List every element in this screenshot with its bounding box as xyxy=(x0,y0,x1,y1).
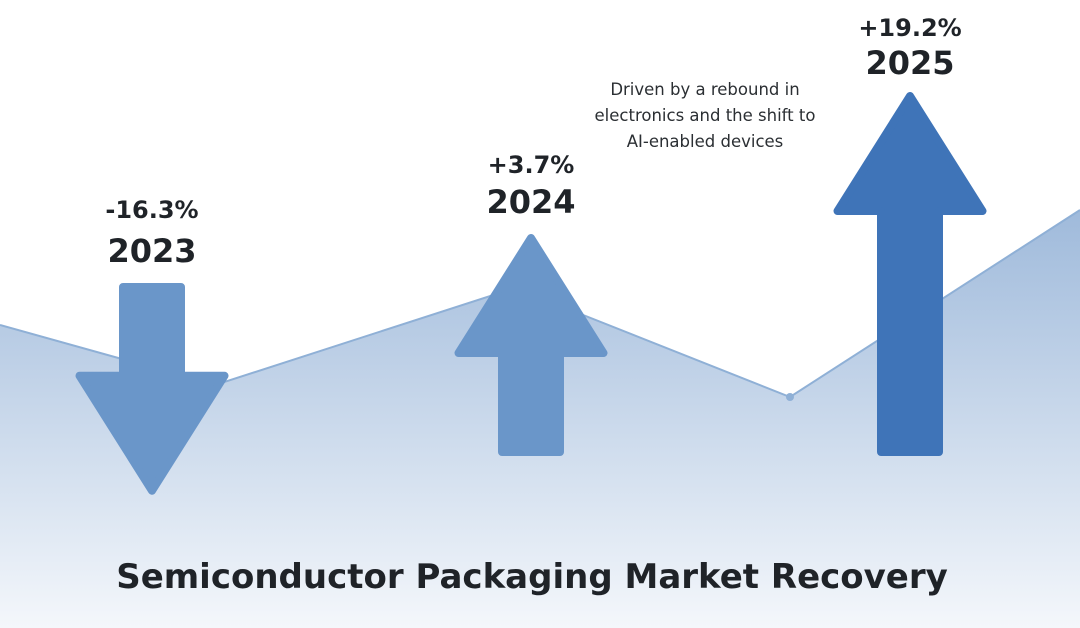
chart-title: Semiconductor Packaging Market Recovery xyxy=(116,557,948,597)
value-label-2024: +3.7% xyxy=(488,151,575,179)
category-label-2023: 2023 xyxy=(107,232,196,270)
category-label-2024: 2024 xyxy=(486,183,575,221)
annotation-line-1: Driven by a rebound in xyxy=(610,80,799,99)
arrow-group xyxy=(75,92,987,495)
arrow-2024 xyxy=(454,234,608,456)
arrow-2023 xyxy=(75,283,229,495)
value-label-2023: -16.3% xyxy=(105,196,198,224)
value-label-2025: +19.2% xyxy=(858,14,961,42)
annotation-line-3: AI-enabled devices xyxy=(627,132,784,151)
arrow-2025 xyxy=(833,92,987,456)
category-label-2025: 2025 xyxy=(865,44,954,82)
trend-dip-marker xyxy=(786,393,794,401)
annotation-line-2: electronics and the shift to xyxy=(595,106,816,125)
